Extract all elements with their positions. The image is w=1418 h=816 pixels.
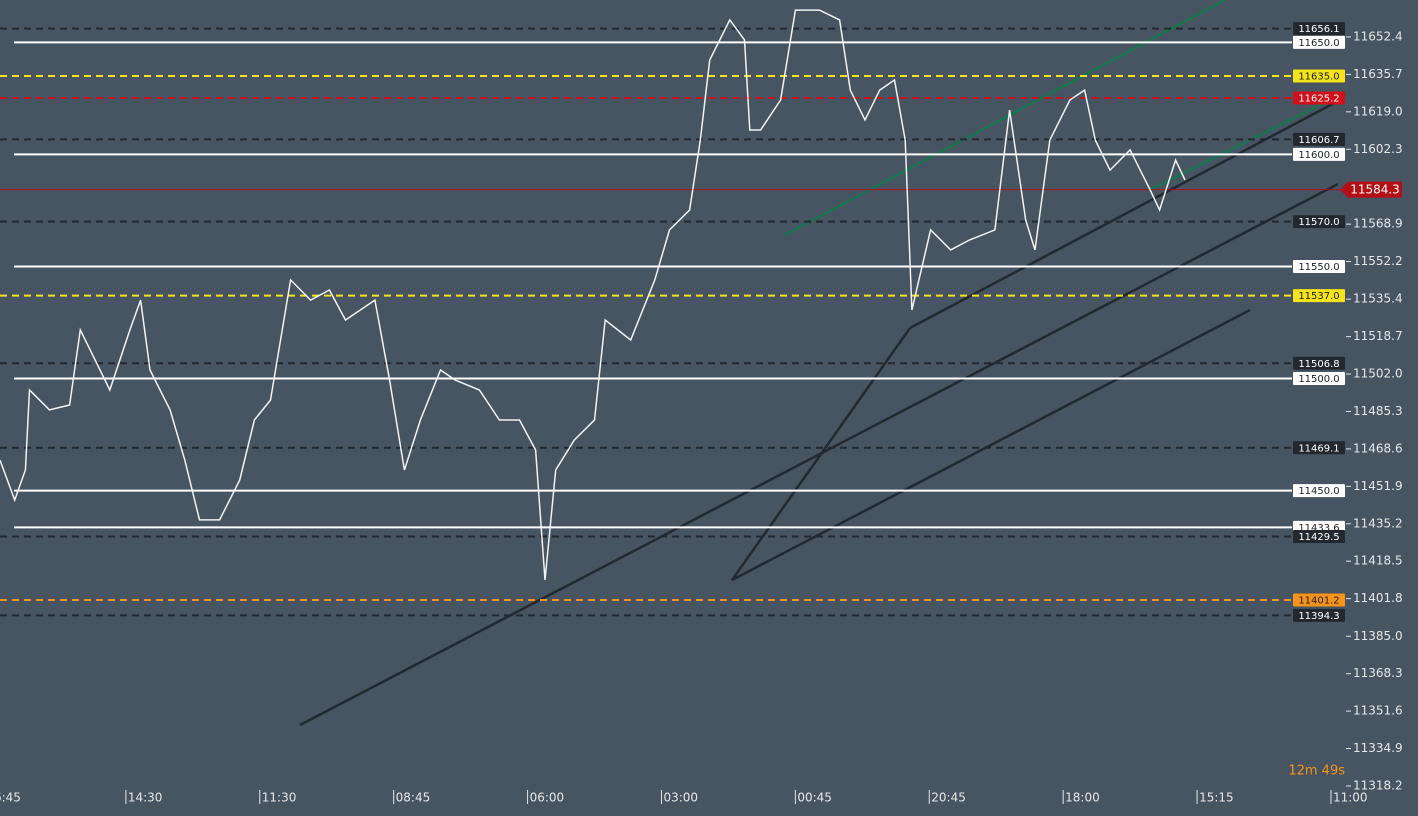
last-price-label: 11584.3 xyxy=(1350,183,1400,197)
x-tick-label: 03:00 xyxy=(663,791,698,805)
y-tick-label: 11552.2 xyxy=(1353,254,1403,268)
last-price-tag xyxy=(1340,181,1402,198)
level-tag xyxy=(1293,69,1345,83)
level-label: 11506.8 xyxy=(1298,359,1339,370)
trend-line xyxy=(299,182,1339,727)
level-tag xyxy=(1293,356,1345,370)
level-tag xyxy=(1293,530,1345,544)
y-tick-label: 11652.4 xyxy=(1353,29,1403,43)
level-label: 11635.0 xyxy=(1298,71,1339,82)
y-tick-label: 11568.9 xyxy=(1353,217,1403,231)
level-tag xyxy=(1293,147,1345,161)
y-tick-label: 11451.9 xyxy=(1353,479,1403,493)
countdown: 12m 49s xyxy=(1288,764,1345,779)
level-tag xyxy=(1293,215,1345,229)
x-tick-label: 6:45 xyxy=(0,791,21,805)
level-tag xyxy=(1293,22,1345,36)
level-label: 11537.0 xyxy=(1298,291,1339,302)
level-tag xyxy=(1293,289,1345,303)
level-labels: 11656.1 11650.0 11635.0 11625.2 11606.7 11600… xyxy=(1293,22,1345,622)
level-label: 11600.0 xyxy=(1298,150,1339,161)
x-tick-label: 11:00 xyxy=(1333,791,1368,805)
level-label: 11606.7 xyxy=(1298,135,1339,146)
level-tag xyxy=(1293,441,1345,455)
y-tick-label: 11535.4 xyxy=(1353,292,1403,306)
x-tick-label: 20:45 xyxy=(931,791,966,805)
price-line xyxy=(0,9,1186,581)
trend-line xyxy=(784,0,1226,236)
level-tag xyxy=(1293,608,1345,622)
levels xyxy=(0,27,1345,617)
level-label: 11650.0 xyxy=(1298,38,1339,49)
level-tag xyxy=(1293,35,1345,49)
y-tick-label: 11368.3 xyxy=(1353,666,1403,680)
trend-line xyxy=(909,98,1341,330)
level-label: 11429.5 xyxy=(1298,532,1339,543)
x-tick-label: 14:30 xyxy=(128,791,163,805)
level-label: 11656.1 xyxy=(1298,24,1339,35)
trend-line xyxy=(730,308,1251,582)
trend-lines xyxy=(299,0,1341,727)
level-tag xyxy=(1293,484,1345,498)
level-label: 11570.0 xyxy=(1298,217,1339,228)
x-tick-label: 00:45 xyxy=(797,791,832,805)
y-tick-label: 11635.7 xyxy=(1353,67,1403,81)
y-tick-label: 11485.3 xyxy=(1353,404,1403,418)
y-tick-label: 11318.2 xyxy=(1353,778,1403,792)
level-label: 11625.2 xyxy=(1298,93,1339,104)
level-label: 11469.1 xyxy=(1298,443,1339,454)
x-tick-label: 15:15 xyxy=(1199,791,1234,805)
y-tick-label: 11385.0 xyxy=(1353,629,1403,643)
level-label: 11433.6 xyxy=(1298,523,1339,534)
level-tag xyxy=(1293,372,1345,386)
level-label: 11394.3 xyxy=(1298,611,1339,622)
y-tick-label: 11351.6 xyxy=(1353,704,1403,718)
y-tick-label: 11602.3 xyxy=(1353,142,1403,156)
y-tick-label: 11468.6 xyxy=(1353,441,1403,455)
y-tick-label: 11418.5 xyxy=(1353,554,1403,568)
y-tick-label: 11518.7 xyxy=(1353,329,1403,343)
x-tick-label: 18:00 xyxy=(1065,791,1100,805)
y-tick-label: 11502.0 xyxy=(1353,367,1403,381)
y-tick-label: 11334.9 xyxy=(1353,741,1403,755)
level-label: 11500.0 xyxy=(1298,374,1339,385)
level-tag xyxy=(1293,593,1345,607)
x-tick-label: 06:00 xyxy=(530,791,565,805)
series xyxy=(0,9,1186,581)
x-tick-label: 08:45 xyxy=(396,791,431,805)
axes: 11652.4 11635.7 11619.0 11602.3 11568.9 11552… xyxy=(0,29,1403,804)
level-label: 11401.2 xyxy=(1298,595,1339,606)
level-tag xyxy=(1293,132,1345,146)
level-tag xyxy=(1293,259,1345,273)
y-tick-label: 11435.2 xyxy=(1353,516,1403,530)
y-tick-label: 11401.8 xyxy=(1353,591,1403,605)
y-tick-label: 11619.0 xyxy=(1353,104,1403,118)
x-tick-label: 11:30 xyxy=(262,791,297,805)
trend-line xyxy=(1149,99,1331,191)
level-label: 11550.0 xyxy=(1298,262,1339,273)
level-tag xyxy=(1293,91,1345,105)
level-label: 11450.0 xyxy=(1298,486,1339,497)
